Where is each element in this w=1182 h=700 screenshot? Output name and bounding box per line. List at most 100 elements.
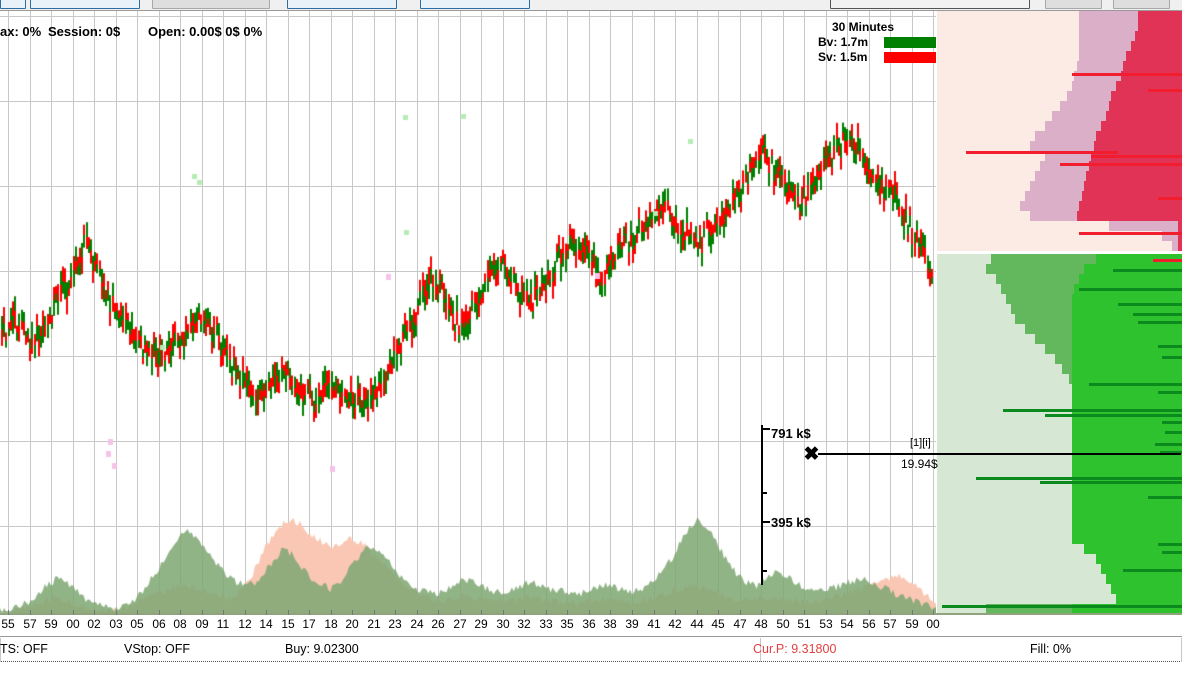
profile-level-mark	[1162, 356, 1182, 359]
position-cross-icon[interactable]: ✖	[803, 444, 820, 465]
profile-bar-fill	[1096, 254, 1182, 264]
profile-level-mark	[1158, 197, 1182, 200]
profile-bar-fill	[1123, 61, 1182, 71]
profile-level-mark	[1158, 391, 1182, 394]
time-tick-mark	[933, 610, 934, 615]
scale-label-upper: 791 k$	[771, 426, 811, 441]
time-tick-mark	[438, 610, 439, 615]
time-tick-label: 06	[152, 617, 166, 631]
profile-level-mark	[1045, 414, 1182, 417]
profile-bar-fill	[1072, 314, 1182, 324]
time-tick-mark	[30, 610, 31, 615]
tool-button-2[interactable]	[30, 0, 140, 9]
tool-button-3[interactable]	[152, 0, 270, 9]
volume-profile-panel[interactable]	[937, 11, 1182, 615]
profile-bar-fill	[1121, 71, 1182, 81]
price-chart-area[interactable]	[0, 11, 936, 615]
max-info: ax: 0%	[0, 24, 42, 39]
time-tick-label: 54	[840, 617, 854, 631]
status-vstop: VStop: OFF	[124, 642, 190, 656]
profile-level-mark	[1089, 383, 1182, 386]
time-tick-label: 45	[711, 617, 725, 631]
legend-row-buy: Bv: 1.7m	[808, 35, 938, 49]
time-tick-label: 15	[281, 617, 295, 631]
tool-button-7[interactable]	[1045, 0, 1102, 9]
time-tick-mark	[718, 610, 719, 615]
time-tick-mark	[417, 610, 418, 615]
time-tick-label: 41	[647, 617, 661, 631]
profile-bar-fill	[1096, 131, 1182, 141]
profile-bar-fill	[1077, 211, 1182, 221]
status-bar: TS: OFF VStop: OFF Buy: 9.02300 Cur.P: 9…	[0, 638, 1182, 662]
profile-bar-fill	[1082, 191, 1182, 201]
profile-bar-fill	[1072, 524, 1182, 534]
profile-bar-fill	[1084, 544, 1182, 554]
profile-bar-mid	[1079, 31, 1182, 41]
price-level-value: 19.94$	[901, 457, 938, 471]
profile-level-mark	[1133, 313, 1182, 316]
profile-bar-fill	[1106, 111, 1182, 121]
tool-button-5[interactable]	[420, 0, 530, 9]
scale-label-lower: 395 k$	[771, 515, 811, 530]
time-tick-mark	[589, 610, 590, 615]
time-tick-label: 56	[862, 617, 876, 631]
price-level-line[interactable]	[818, 453, 1181, 455]
time-tick-mark	[460, 610, 461, 615]
profile-bar-fill	[1116, 81, 1182, 91]
time-tick-label: 23	[388, 617, 402, 631]
time-tick-mark	[740, 610, 741, 615]
profile-level-mark	[942, 605, 1182, 608]
profile-bar-fill	[1084, 181, 1182, 191]
time-tick-mark	[847, 610, 848, 615]
profile-bar-fill	[1072, 494, 1182, 504]
profile-level-mark	[1079, 288, 1182, 291]
profile-bar-fill	[1072, 344, 1182, 354]
profile-level-mark	[1153, 259, 1182, 262]
profile-level-mark	[1160, 451, 1182, 454]
profile-bar-fill	[1086, 171, 1182, 181]
profile-bar-fill	[1072, 604, 1182, 615]
time-tick-label: 26	[431, 617, 445, 631]
profile-level-mark	[1079, 232, 1182, 235]
time-tick-mark	[546, 610, 547, 615]
time-tick-mark	[675, 610, 676, 615]
time-tick-label: 32	[517, 617, 531, 631]
profile-level-mark	[966, 151, 1118, 154]
profile-bar-mid	[1109, 221, 1182, 231]
time-tick-mark	[288, 610, 289, 615]
profile-bar-fill	[1072, 444, 1182, 454]
time-tick-label: 39	[625, 617, 639, 631]
time-tick-label: 27	[453, 617, 467, 631]
tool-button-4[interactable]	[287, 0, 397, 9]
time-tick-label: 51	[797, 617, 811, 631]
profile-bar-fill	[1096, 554, 1182, 564]
profile-bar-fill	[1109, 101, 1182, 111]
time-tick-label: 48	[754, 617, 768, 631]
profile-bar-fill	[1072, 354, 1182, 364]
profile-bar-mid	[991, 254, 1182, 264]
profile-bar-mid	[1079, 41, 1182, 51]
profile-bar-fill	[1178, 241, 1182, 251]
profile-bar-fill	[1178, 221, 1182, 231]
legend-row-sell: Sv: 1.5m	[808, 50, 938, 64]
time-tick-mark	[94, 610, 95, 615]
time-tick-mark	[610, 610, 611, 615]
price-level-tag: [1][i]	[910, 437, 931, 449]
time-tick-label: 18	[324, 617, 338, 631]
profile-bar-fill	[1094, 141, 1182, 151]
profile-level-mark	[1040, 481, 1182, 484]
tool-button-1[interactable]	[0, 0, 26, 9]
time-tick-label: 00	[66, 617, 80, 631]
profile-bar-fill	[1072, 304, 1182, 314]
legend-sell-swatch	[884, 52, 936, 63]
profile-bar-fill	[1101, 121, 1182, 131]
tool-button-6[interactable]	[830, 0, 1030, 9]
profile-bar-fill	[1072, 324, 1182, 334]
tool-button-8[interactable]	[1113, 0, 1170, 9]
time-tick-mark	[8, 610, 9, 615]
top-toolbar	[0, 0, 1182, 11]
profile-bar-fill	[1072, 514, 1182, 524]
time-tick-mark	[761, 610, 762, 615]
time-tick-mark	[826, 610, 827, 615]
profile-bar-mid	[1079, 11, 1182, 21]
